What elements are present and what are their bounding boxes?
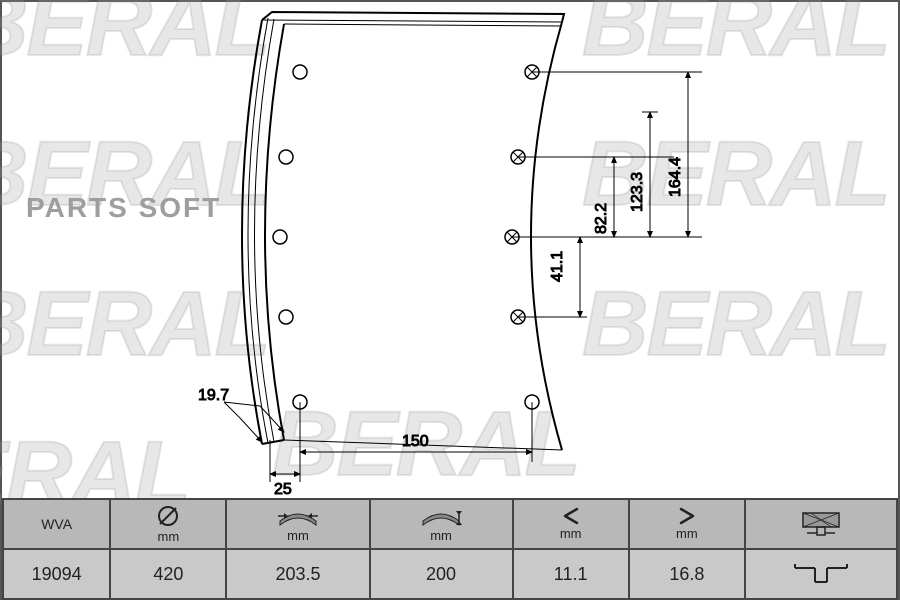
dim-150-label: 150 — [402, 433, 429, 450]
dim-19-7: 19.7 — [198, 387, 284, 442]
dim-82-label: 82.2 — [593, 203, 610, 234]
brake-lining-diagram: 150 25 19.7 — [2, 2, 900, 500]
diameter-icon — [156, 504, 180, 528]
dim-164-label: 164.4 — [667, 157, 684, 197]
cell-inner-width: 200 — [370, 549, 513, 599]
dim-197-label: 19.7 — [198, 387, 229, 404]
cell-min: 11.1 — [513, 549, 629, 599]
inner-width-icon — [419, 505, 463, 527]
dim-41-label: 41.1 — [549, 251, 566, 282]
rivet-holes — [273, 65, 539, 409]
hdr-min-thickness: mm — [513, 499, 629, 549]
spec-table: WVA mm mm mm — [2, 498, 898, 600]
cell-outer-width: 203.5 — [226, 549, 369, 599]
less-than-icon — [561, 507, 581, 525]
dim-123-label: 123.3 — [629, 172, 646, 212]
table-header-row: WVA mm mm mm — [3, 499, 897, 549]
page-container: BERALBERALBERALBERALBERALBERALBERALBERAL… — [0, 0, 900, 600]
hdr-inner-width: mm — [370, 499, 513, 549]
unit-label: mm — [430, 529, 452, 543]
dim-vertical-stack: 41.1 82.2 123.3 164.4 — [512, 72, 702, 317]
hdr-outer-width: mm — [226, 499, 369, 549]
hdr-mounting — [745, 499, 897, 549]
outer-width-icon — [276, 505, 320, 527]
table-data-row: 19094 420 203.5 200 11.1 16.8 — [3, 549, 897, 599]
dim-25: 25 — [270, 440, 300, 498]
drawing-area: BERALBERALBERALBERALBERALBERALBERALBERAL… — [2, 2, 900, 500]
mounting-icon — [797, 509, 845, 539]
hdr-diameter: mm — [110, 499, 226, 549]
cell-max: 16.8 — [629, 549, 745, 599]
rivet-profile-icon — [791, 560, 851, 588]
unit-label: mm — [287, 529, 309, 543]
unit-label: mm — [560, 527, 582, 541]
unit-label: mm — [158, 530, 180, 544]
cell-mounting — [745, 549, 897, 599]
greater-than-icon — [677, 507, 697, 525]
unit-label: mm — [676, 527, 698, 541]
dim-width-150: 150 — [300, 402, 532, 462]
hdr-max-thickness: mm — [629, 499, 745, 549]
hdr-wva: WVA — [3, 499, 110, 549]
cell-diameter: 420 — [110, 549, 226, 599]
spec-table-area: WVA mm mm mm — [2, 498, 898, 598]
dim-25-label: 25 — [274, 481, 292, 498]
cell-wva: 19094 — [3, 549, 110, 599]
